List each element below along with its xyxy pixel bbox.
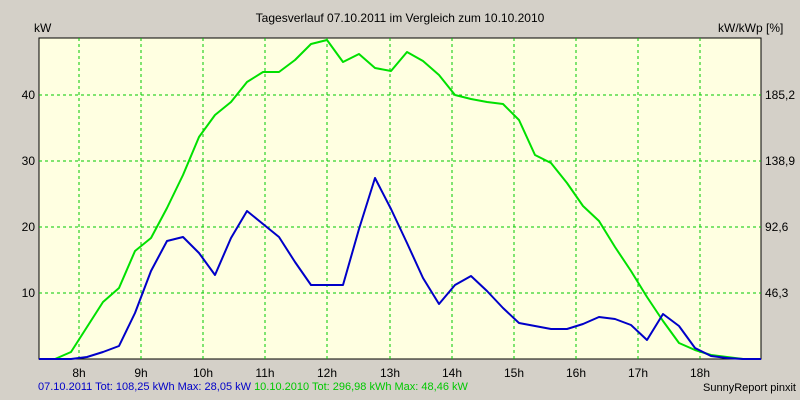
x-tick-label: 11h: [255, 366, 274, 380]
credit-text: SunnyReport pinxit: [703, 382, 796, 394]
x-tick-label: 17h: [628, 366, 648, 380]
legend-series-1: 07.10.2011 Tot: 108,25 kWh Max: 28,05 kW: [38, 381, 251, 393]
chart-title: Tagesverlauf 07.10.2011 im Vergleich zum…: [255, 11, 545, 25]
y-right-tick-labels: 46,3 92,6 138,9 185,2: [765, 88, 795, 300]
series-layer: [39, 39, 761, 360]
x-tick-label: 16h: [566, 366, 586, 380]
x-tick-label: 8h: [72, 366, 85, 380]
y-left-tick-label: 40: [22, 88, 36, 102]
x-tick-label: 15h: [504, 366, 524, 380]
x-tick-label: 9h: [134, 366, 147, 380]
x-tick-label: 14h: [442, 366, 462, 380]
y-axis-right-label: kW/kWp [%]: [718, 21, 784, 35]
y-left-tick-label: 10: [22, 286, 36, 300]
y-axis-left-label: kW: [34, 21, 52, 35]
x-tick-label: 12h: [317, 366, 337, 380]
y-left-tick-labels: 10 20 30 40: [22, 88, 36, 300]
legend-footer: 07.10.2011 Tot: 108,25 kWh Max: 28,05 kW…: [38, 381, 468, 393]
y-right-tick-label: 185,2: [765, 88, 795, 102]
y-right-tick-label: 138,9: [765, 154, 795, 168]
y-left-tick-label: 20: [22, 220, 36, 234]
series-07.10.2011-line: [39, 177, 761, 360]
x-tick-label: 10h: [193, 366, 213, 380]
y-right-tick-label: 92,6: [765, 220, 789, 234]
y-right-tick-label: 46,3: [765, 286, 789, 300]
x-tick-label: 13h: [380, 366, 400, 380]
plot-background: [38, 37, 762, 360]
y-left-tick-label: 30: [22, 154, 36, 168]
x-tick-label: 18h: [690, 366, 710, 380]
legend-series-2: 10.10.2010 Tot: 296,98 kWh Max: 48,46 kW: [254, 381, 468, 393]
series-10.10.2010-line: [39, 39, 761, 360]
x-tick-labels: 8h 9h 10h 11h 12h 13h 14h 15h 16h 17h 18h: [72, 366, 710, 380]
